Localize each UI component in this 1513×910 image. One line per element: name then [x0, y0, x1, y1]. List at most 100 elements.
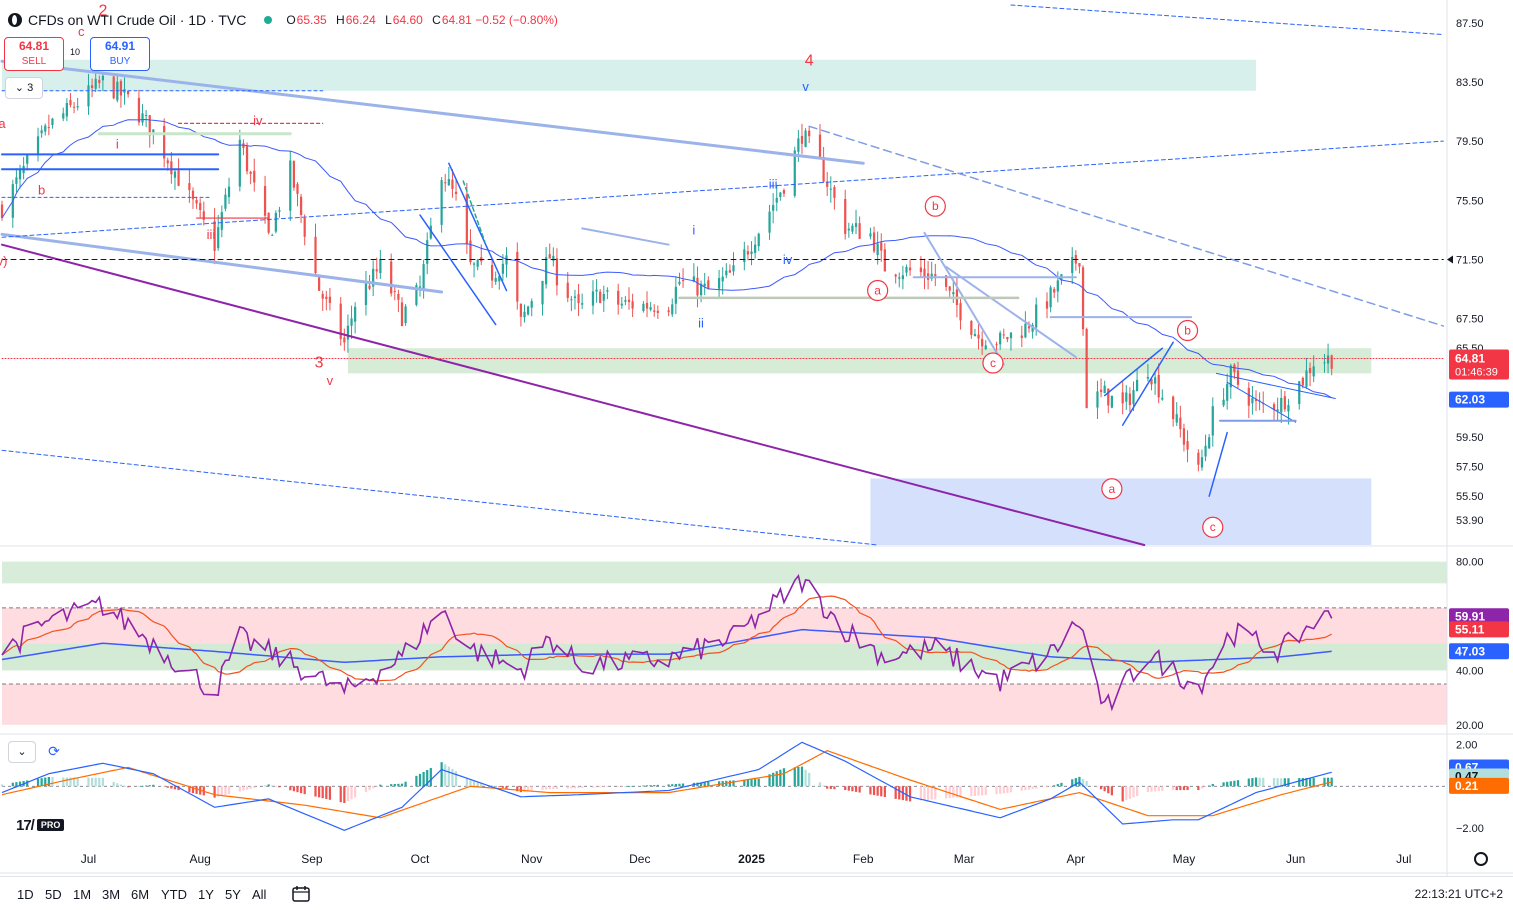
macd-tick-label: 2.00: [1456, 739, 1477, 751]
candle-body: [948, 286, 951, 291]
candle-body: [1125, 392, 1128, 402]
macd-hist-bar: [822, 785, 825, 787]
macd-hist-bar: [11, 782, 14, 787]
candle-body: [145, 115, 148, 117]
candles-group: [0, 69, 1333, 472]
rsi-oversold-zone: [2, 684, 1447, 725]
indicators-collapse-button[interactable]: ⌄ 3: [5, 77, 43, 99]
trendline-19: [1121, 341, 1174, 426]
macd-hist-bar: [1110, 786, 1113, 796]
candle-body: [224, 194, 227, 209]
circle-wave-label-4: a: [1109, 482, 1116, 496]
ohlc-close: 64.81 −0.52 (−0.80%): [441, 13, 558, 27]
candle-body: [1330, 355, 1333, 369]
candle-body: [188, 183, 191, 191]
macd-hist-bar: [101, 777, 105, 787]
circle-wave-label-1: a: [874, 284, 881, 298]
rsi-long-ma-value-badge-bg: [1449, 643, 1509, 660]
macd-hist-bar: [1132, 786, 1135, 798]
rsi-long-ma-line: [1, 628, 1332, 664]
candle-body: [678, 281, 681, 285]
candle-body: [775, 197, 778, 203]
candle-body: [624, 300, 627, 302]
macd-hist-bar: [1283, 778, 1286, 787]
candle-body: [1305, 370, 1308, 387]
timeframe-1d[interactable]: 1D: [17, 887, 34, 902]
macd-hist-bar: [1060, 782, 1063, 787]
macd-hist-bar: [804, 769, 807, 787]
macd-hist-bar: [772, 772, 775, 787]
macd-hist-bar: [1200, 786, 1204, 789]
macd-hist-bar: [1071, 779, 1074, 787]
sell-button[interactable]: 64.81 SELL: [4, 37, 64, 71]
macd-hist-bar: [44, 777, 47, 787]
candle-body: [465, 194, 468, 244]
trendline-12: [448, 162, 508, 292]
macd-hist-bar: [170, 786, 173, 789]
macd-hist-bar: [339, 786, 342, 803]
candle-body: [552, 255, 555, 261]
candle-body: [768, 211, 771, 233]
candle-body: [581, 303, 584, 305]
pane-refresh-icon[interactable]: ⟳: [44, 741, 64, 761]
timeframe-6m[interactable]: 6M: [131, 887, 150, 902]
wave-label-5: iii: [769, 176, 778, 191]
ohlc-low: 64.60: [392, 13, 423, 27]
macd-line: [1, 741, 1332, 831]
macd-hist-bar: [1211, 783, 1214, 787]
timeframe-ytd[interactable]: YTD: [161, 887, 187, 902]
macd-hist-bar: [354, 786, 357, 798]
macd-hist-bar: [1186, 786, 1189, 791]
macd-hist-bar: [98, 777, 101, 787]
macd-hist-bar: [292, 786, 295, 792]
timeframe-3m[interactable]: 3M: [102, 887, 121, 902]
macd-hist-bar: [148, 785, 151, 787]
macd-hist-bar: [999, 786, 1002, 794]
timeframe-1m[interactable]: 1M: [73, 887, 92, 902]
macd-hist-bar: [1182, 786, 1186, 791]
candle-body: [94, 78, 97, 89]
candle-body: [829, 188, 832, 190]
candle-body: [36, 136, 40, 154]
candle-body: [173, 171, 177, 178]
buy-button[interactable]: 64.91 BUY: [90, 37, 150, 71]
candle-body: [368, 285, 371, 289]
price-moving-average: [1, 118, 1332, 399]
macd-hist-bar: [1135, 786, 1139, 797]
macd-hist-bar: [1125, 786, 1128, 801]
candle-body: [354, 306, 357, 322]
macd-hist-bar: [1323, 777, 1326, 787]
macd-hist-bar: [523, 786, 526, 792]
wave-label-6: i: [692, 222, 695, 237]
macd-hist-bar: [296, 786, 299, 793]
trendline-6: [808, 125, 1445, 327]
utc-clock[interactable]: 22:13:21 UTC+2: [1414, 887, 1503, 901]
candle-body: [177, 170, 180, 186]
buy-label: BUY: [109, 56, 131, 67]
macd-hist-bar: [65, 777, 68, 787]
timeframe-5d[interactable]: 5D: [45, 887, 62, 902]
candle-body: [800, 135, 804, 144]
candle-body: [242, 143, 245, 148]
candle-body: [15, 177, 18, 184]
pane-collapse-chevron-icon[interactable]: ⌄: [8, 741, 36, 763]
candle-body: [1078, 263, 1081, 267]
candle-body: [217, 227, 220, 249]
macd-hist-bar: [1096, 786, 1099, 788]
macd-hist-bar: [952, 786, 955, 798]
macd-hist-bar: [548, 786, 551, 790]
candle-body: [653, 310, 656, 312]
timeframe-all[interactable]: All: [252, 887, 267, 902]
calendar-icon[interactable]: [292, 886, 310, 902]
level-arrow-icon: [1447, 255, 1453, 264]
macd-hist-bar: [1128, 786, 1132, 799]
macd-hist-bar: [681, 783, 685, 787]
ohlc-low-key: L: [385, 13, 392, 27]
timeframe-1y[interactable]: 1Y: [198, 887, 214, 902]
symbol-title[interactable]: CFDs on WTI Crude Oil · 1D · TVC: [28, 12, 247, 28]
candle-body: [1323, 362, 1326, 364]
timezone-settings-icon[interactable]: [1474, 852, 1488, 866]
timeframe-5y[interactable]: 5Y: [225, 887, 241, 902]
macd-hist-bar: [696, 782, 699, 787]
